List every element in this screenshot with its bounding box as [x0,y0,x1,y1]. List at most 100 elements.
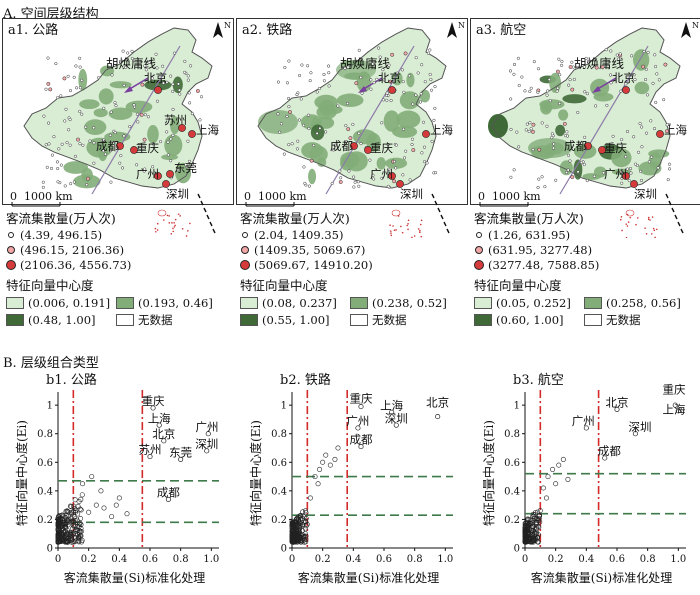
city-dot [513,63,516,66]
city-dot [565,171,568,174]
data-point [566,477,570,481]
city-dot [133,104,136,107]
city-dot [610,50,613,53]
city-label: 重庆 [604,141,627,155]
legend-dot-icon [475,246,483,254]
point-label: 东莞 [169,446,192,460]
city-dot [156,100,159,103]
city-dot [546,94,549,97]
city-dot [510,176,513,179]
city-dot [308,127,311,130]
city-dot [128,125,131,128]
city-dot [348,170,351,173]
city-dot [380,122,383,125]
city-dot [284,66,287,69]
city-dot [653,127,656,130]
city-label: 上海 [430,123,453,137]
city-dot [56,96,59,99]
city-dot [298,119,301,122]
major-city-dot [656,130,663,137]
city-dot [64,185,67,188]
city-dot [417,72,420,75]
point-label: 北京 [606,396,629,410]
city-dot [49,88,52,91]
legend-ev-item: (0.48, 1.00] [6,312,116,328]
city-dot [53,135,56,138]
city-dot [155,53,158,56]
data-point [317,467,321,471]
city-dot [148,61,151,64]
city-dot [183,71,186,74]
chart-title: b3. 航空 [513,372,564,388]
city-dot [583,90,586,93]
city-dot [513,73,516,76]
legend-flow-title: 客流集散量(万人次) [6,208,234,227]
city-dot [287,97,290,100]
data-point [308,496,312,500]
city-dot [169,75,172,78]
city-dot [69,144,72,147]
y-tick-label: 0 [47,544,53,555]
city-dot [200,95,203,98]
city-dot [556,70,559,73]
city-dot [339,176,342,179]
city-dot [137,121,140,124]
city-label: 深圳 [400,187,423,201]
legend-dot-icon [7,246,15,254]
city-dot [165,131,168,134]
city-dot [122,50,125,53]
city-dot [323,80,326,83]
chart-title: b2. 铁路 [280,372,331,388]
city-dot [395,144,398,147]
city-dot [551,132,554,135]
city-dot [111,74,114,77]
city-dot [529,121,532,124]
city-dot [521,76,524,79]
city-dot [144,65,147,68]
city-dot [431,140,434,143]
city-dot [114,131,117,134]
city-dot [339,180,342,183]
major-city-dot [422,130,429,137]
city-dot [131,57,134,60]
legend-flow-item: (496.15, 2106.36) [6,243,234,257]
city-dot [402,80,405,83]
city-label: 上海 [196,123,219,137]
point-label: 成都 [157,486,180,500]
chart-title: b1. 公路 [46,372,97,388]
legend-swatch-icon [584,314,602,326]
city-dot [46,166,49,169]
city-dot [558,73,561,76]
legend-swatch-icon [240,314,258,326]
legend-swatch-icon [350,314,368,326]
city-dot [390,99,393,102]
data-point [550,467,554,471]
city-dot [296,148,299,151]
city-dot [423,146,426,149]
city-dot [288,105,291,108]
city-dot [513,168,516,171]
point-label: 成都 [598,444,621,458]
city-dot [319,127,322,130]
data-point [78,516,82,520]
legend-swatch-icon [350,297,368,309]
city-dot [184,60,187,63]
city-dot [620,182,623,185]
city-label: 成都 [96,139,119,153]
city-dot [586,92,589,95]
city-label: 北京 [144,71,167,85]
city-dot [421,152,424,155]
city-dot [641,145,644,148]
city-dot [566,131,569,134]
city-dot [102,107,105,110]
city-dot [569,160,572,163]
city-dot [57,148,60,151]
city-dot [617,58,620,61]
city-dot [377,47,380,50]
city-dot [120,154,123,157]
city-dot [327,71,330,74]
legend-swatch-icon [240,297,258,309]
city-dot [288,60,291,63]
